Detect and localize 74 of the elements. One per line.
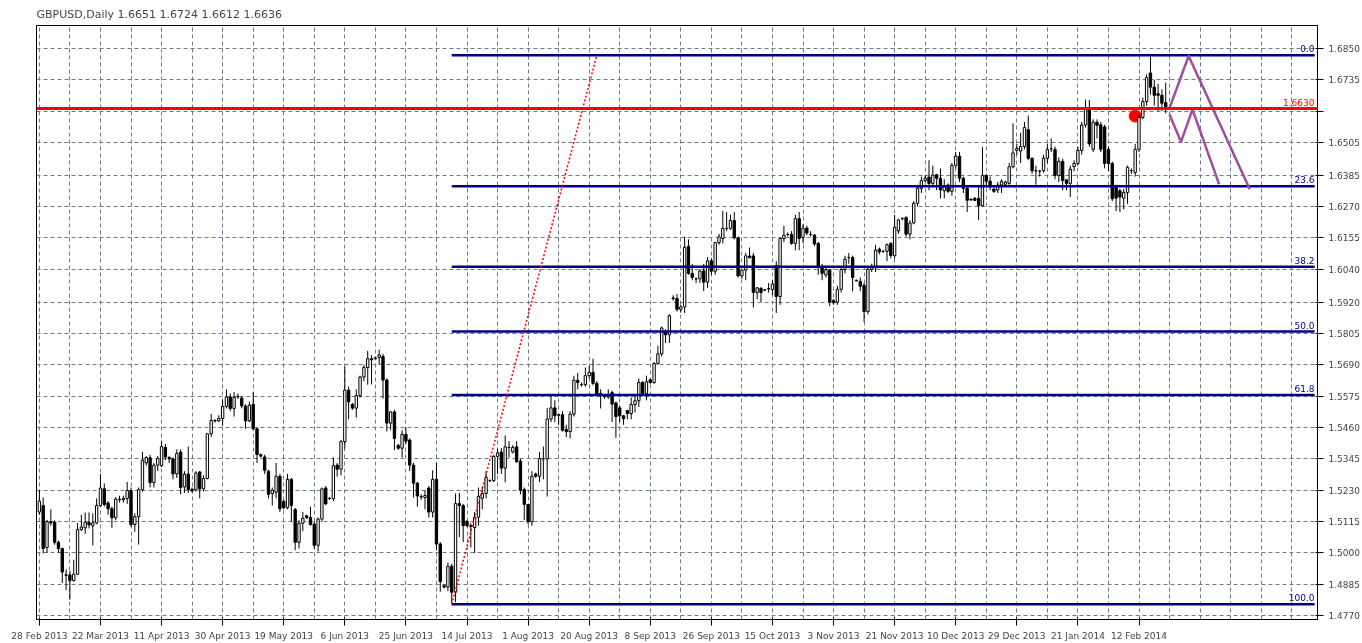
candlestick — [366, 350, 370, 386]
candlestick — [83, 512, 87, 535]
y-tick-label: 1.6735 — [1328, 75, 1360, 86]
candlestick — [885, 242, 889, 262]
x-tick-label: 30 Apr 2013 — [194, 630, 251, 641]
candlestick — [797, 211, 801, 251]
x-tick-label: 10 Dec 2013 — [926, 630, 985, 641]
y-tick-label: 1.4770 — [1328, 611, 1361, 622]
y-tick-label: 1.6505 — [1328, 138, 1360, 148]
x-tick-label: 6 Jun 2013 — [320, 630, 370, 641]
x-tick-label: 1 Aug 2013 — [502, 630, 555, 641]
series-label: 61.8 — [1294, 384, 1315, 395]
x-tick-label: 28 Feb 2013 — [11, 630, 68, 641]
candlestick — [87, 512, 91, 529]
y-tick-label: 1.6155 — [1328, 233, 1360, 244]
candlestick — [1118, 188, 1122, 213]
candlestick — [702, 263, 706, 292]
series-label: 23.6 — [1294, 175, 1315, 186]
y-tick-label: 1.5690 — [1328, 360, 1361, 371]
candlestick — [1156, 83, 1160, 112]
y-tick-label: 1.5575 — [1328, 391, 1360, 402]
y-tick-label: 1.5345 — [1328, 454, 1360, 465]
y-tick-label: 1.5920 — [1328, 297, 1361, 308]
candlestick — [927, 159, 931, 191]
x-tick-label: 14 Jul 2013 — [441, 630, 493, 641]
x-tick-label: 12 Feb 2014 — [1110, 630, 1168, 641]
candlestick — [423, 489, 427, 510]
candlestick — [942, 178, 946, 199]
candlestick — [232, 391, 236, 418]
candlestick — [68, 570, 72, 601]
y-tick-label: 1.6270 — [1328, 202, 1361, 213]
ref-line-label: 1.6630 — [1283, 98, 1315, 109]
y-tick-label: 1.4885 — [1328, 579, 1360, 590]
series-label: 38.2 — [1294, 255, 1315, 266]
candlestick — [553, 399, 557, 423]
series-label: 0.0 — [1300, 44, 1315, 55]
candlestick — [400, 429, 404, 458]
series-label: 100.0 — [1288, 593, 1315, 604]
x-tick-label: 21 Jan 2014 — [1050, 630, 1106, 641]
x-tick-label: 15 Oct 2013 — [744, 630, 801, 641]
y-tick-label: 1.6040 — [1328, 264, 1361, 275]
y-tick-label: 1.5115 — [1328, 517, 1360, 528]
chart-title: GBPUSD,Daily 1.6651 1.6724 1.6612 1.6636 — [36, 7, 282, 21]
candlestick — [904, 215, 908, 238]
line-series — [1168, 108, 1221, 186]
x-tick-label: 20 Aug 2013 — [560, 630, 619, 641]
x-tick-label: 26 Sep 2013 — [682, 630, 740, 641]
candlestick — [629, 397, 633, 420]
candlestick — [52, 519, 57, 546]
candlestick — [194, 470, 198, 493]
candlestick — [446, 562, 450, 592]
candlestick — [198, 470, 202, 499]
y-tick-label: 1.5805 — [1328, 328, 1360, 339]
series-label: 50.0 — [1294, 320, 1315, 331]
y-tick-label: 1.6850 — [1328, 43, 1361, 54]
candlestick — [503, 434, 507, 483]
y-tick-label: 1.6385 — [1328, 170, 1360, 181]
x-tick-label: 3 Nov 2013 — [807, 630, 860, 641]
y-tick-label: 1.5230 — [1328, 485, 1361, 496]
x-tick-label: 21 Nov 2013 — [865, 630, 924, 641]
candlestick — [759, 286, 763, 303]
candlestick — [721, 210, 725, 244]
y-tick-label: 1.5460 — [1328, 423, 1361, 433]
x-tick-label: 29 Dec 2013 — [988, 630, 1046, 641]
x-tick-label: 22 Mar 2013 — [71, 630, 129, 641]
candlestick — [744, 252, 748, 281]
candlestick — [1164, 82, 1168, 114]
x-tick-label: 19 May 2013 — [254, 630, 314, 641]
x-tick-label: 8 Sep 2013 — [624, 630, 676, 641]
candlestick — [499, 447, 504, 475]
y-tick-label: 1.5000 — [1328, 548, 1361, 559]
x-tick-label: 11 Apr 2013 — [133, 630, 190, 641]
x-tick-label: 25 Jun 2013 — [378, 630, 433, 641]
candlestick — [186, 446, 190, 494]
